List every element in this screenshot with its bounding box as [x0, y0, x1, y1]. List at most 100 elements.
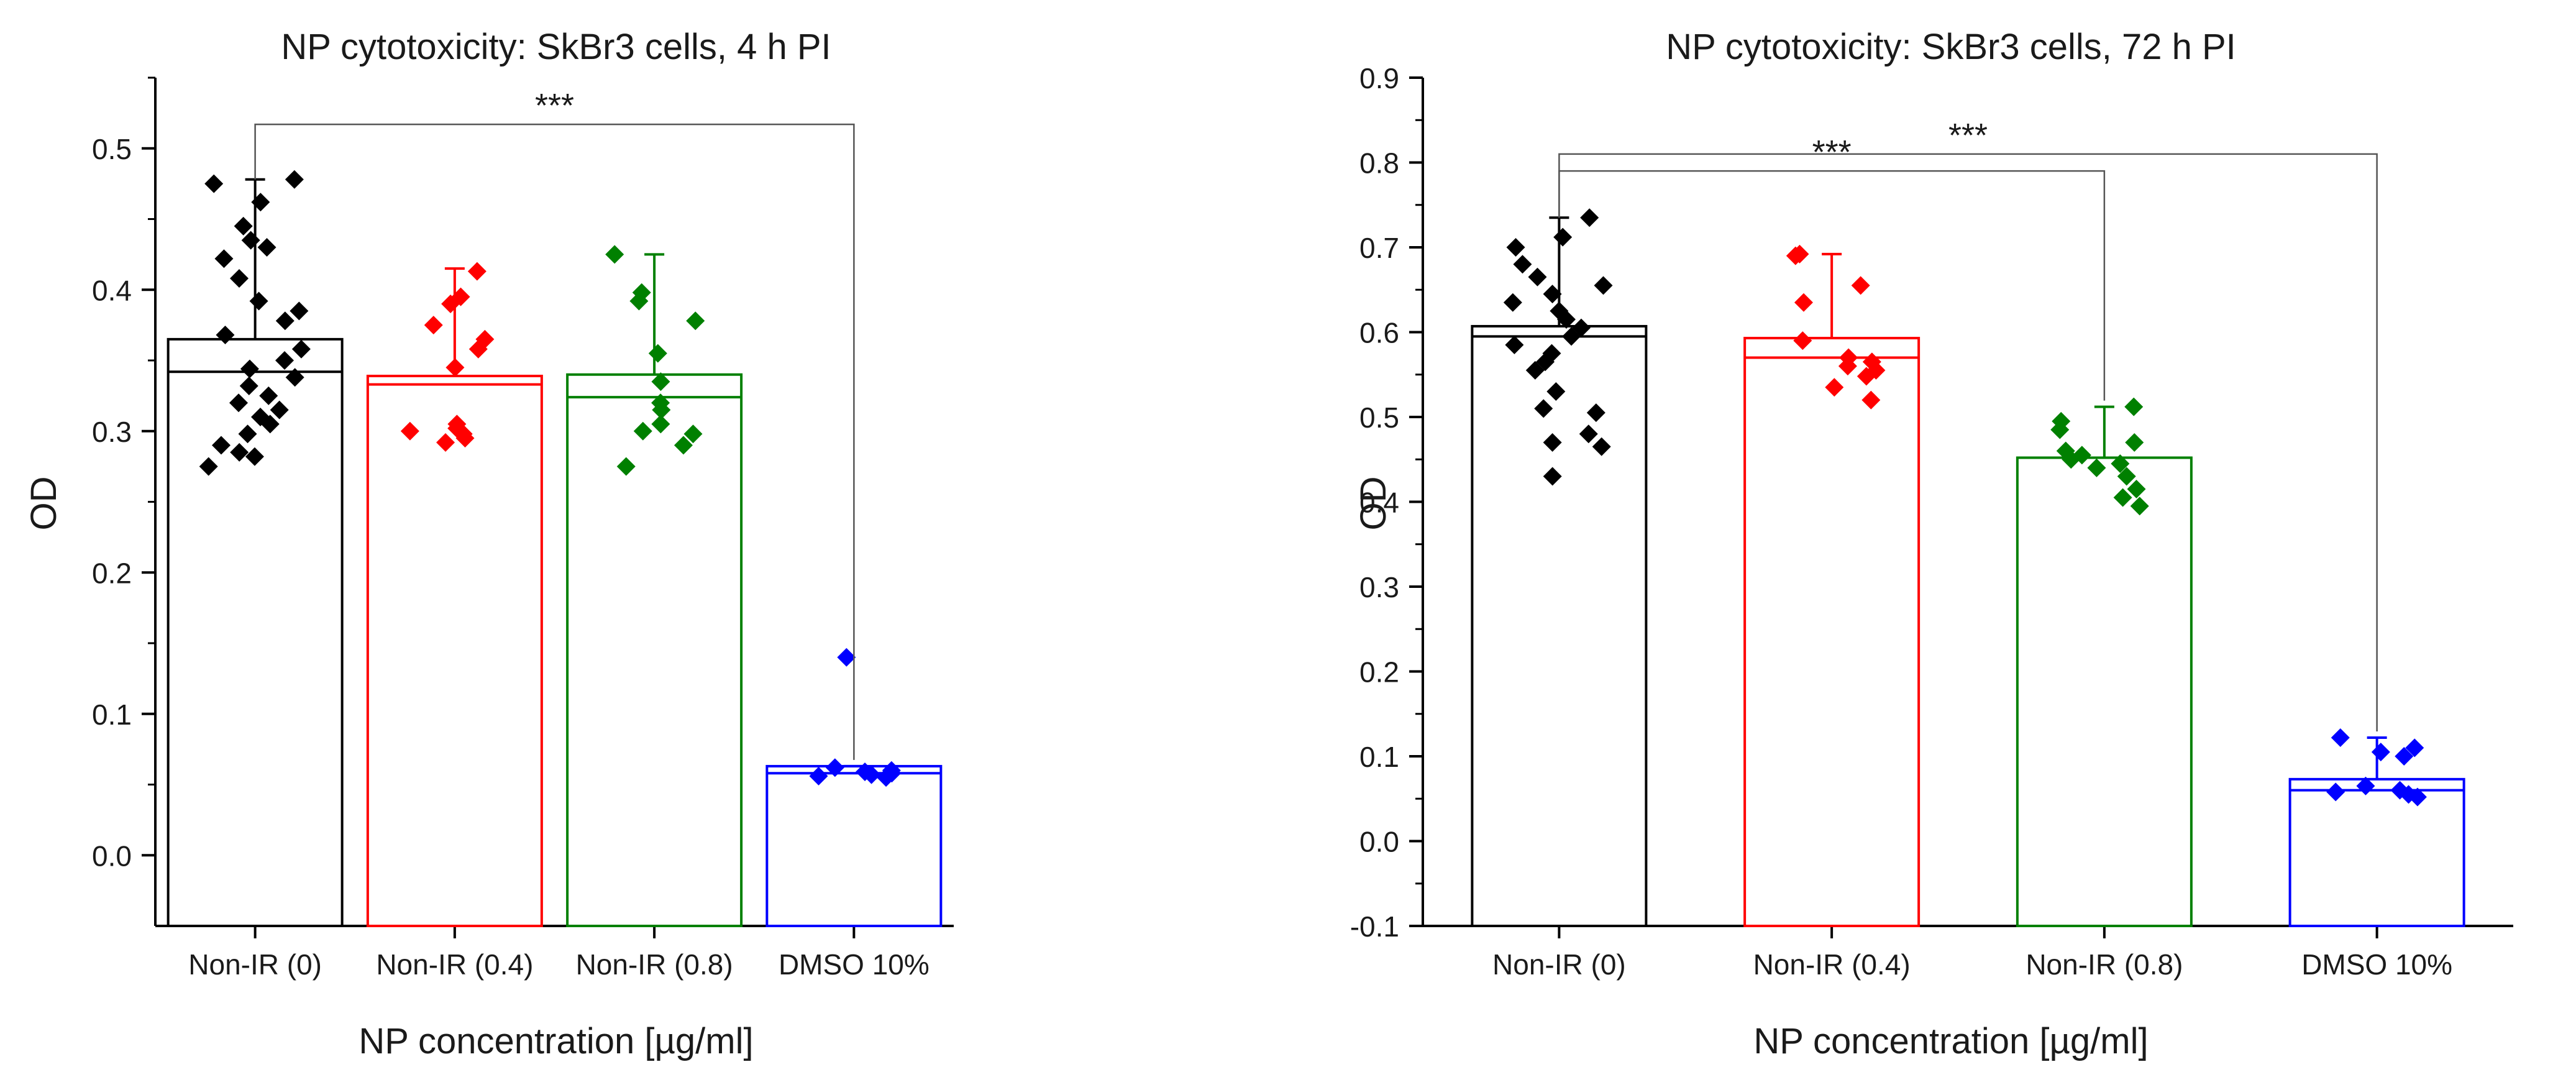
chart-panel-2: NP cytotoxicity: SkBr3 cells, 72 h PI -0.… [1350, 27, 2513, 1061]
data-point [229, 393, 249, 413]
y-tick-label: 0.1 [92, 698, 132, 731]
data-point [648, 344, 667, 363]
data-point [1786, 246, 1805, 265]
y-tick-label: 0.4 [1359, 487, 1399, 519]
y-tick-label: 0.0 [92, 840, 132, 872]
x-tick-label: DMSO 10% [2301, 948, 2452, 981]
data-point [1851, 276, 1870, 295]
data-point [241, 231, 260, 250]
data-point [455, 429, 475, 448]
data-point [211, 436, 231, 455]
data-point [445, 358, 465, 377]
y-tick-label: -0.1 [1350, 910, 1399, 943]
data-point [468, 339, 488, 359]
significance-bracket-2: *** [1558, 117, 2378, 731]
data-point [2124, 397, 2144, 416]
y-tick-label: 0.8 [1359, 147, 1399, 180]
y-tick-label: 0.5 [92, 133, 132, 165]
data-point [441, 295, 460, 313]
x-tick-label: Non-IR (0.4) [1753, 948, 1911, 981]
data-point [216, 326, 235, 345]
data-point [629, 291, 649, 311]
bar-4 [2288, 777, 2465, 927]
x-tick-label: Non-IR (0.8) [576, 948, 733, 981]
data-point [2405, 738, 2424, 758]
data-point [1525, 360, 1545, 380]
data-point [270, 400, 289, 419]
data-point [238, 424, 257, 444]
data-point [2408, 787, 2427, 807]
data-point [651, 414, 670, 434]
x-tick-label: DMSO 10% [779, 948, 929, 981]
data-point [1594, 276, 1613, 295]
data-point [240, 359, 259, 378]
y-tick-label: 0.4 [92, 274, 132, 306]
bar-1 [1471, 324, 1648, 927]
data-point [2326, 782, 2345, 802]
data-point [214, 249, 234, 268]
y-tick-label: 0.9 [1359, 62, 1399, 94]
data-point [2113, 488, 2132, 507]
data-point [2371, 743, 2390, 762]
data-point [1506, 238, 1525, 257]
data-point [1528, 267, 1547, 286]
data-point [2050, 420, 2070, 439]
bracket-line [1558, 153, 2378, 731]
data-point [2125, 433, 2144, 452]
y-tick-label: 0.6 [1359, 317, 1399, 349]
significance-label: *** [535, 87, 574, 124]
x-axis-label: NP concentration [µg/ml] [1753, 1021, 2148, 1061]
data-point [239, 376, 258, 395]
data-point [291, 339, 311, 359]
data-point [436, 433, 455, 452]
data-point [204, 174, 224, 193]
data-point [2111, 454, 2130, 474]
data-point [467, 262, 486, 281]
bar-1 [167, 337, 344, 927]
data-point [633, 421, 652, 441]
data-point [674, 436, 693, 455]
data-point [1579, 424, 1598, 444]
data-point [652, 400, 671, 419]
x-axis-label: NP concentration [µg/ml] [359, 1021, 753, 1061]
x-tick-label: Non-IR (0) [1492, 948, 1626, 981]
data-point [2117, 467, 2136, 486]
data-point [605, 245, 624, 264]
data-point [1793, 331, 1812, 350]
bar-2 [1743, 337, 1921, 927]
data-point [285, 368, 304, 387]
chart-panel-1: NP cytotoxicity: SkBr3 cells, 4 h PI 0.0 0… [24, 27, 954, 1061]
data-point [230, 442, 249, 462]
data-point [290, 301, 309, 321]
data-point [825, 758, 844, 777]
data-point [1586, 403, 1605, 423]
bar-2 [366, 375, 543, 927]
y-tick-label: 0.3 [1359, 571, 1399, 603]
x-tick-label: Non-IR (0.4) [376, 948, 533, 981]
data-point [259, 386, 278, 405]
y-tick-label: 0.5 [1359, 401, 1399, 434]
data-point [257, 238, 276, 257]
data-point [1861, 390, 1881, 410]
data-point [1546, 382, 1566, 401]
y-tick-label: 0.2 [1359, 656, 1399, 689]
data-point [837, 648, 856, 667]
y-tick-label: 0.3 [92, 416, 132, 448]
y-tick-label: 0.0 [1359, 826, 1399, 858]
data-point [2356, 776, 2375, 795]
data-point [1503, 293, 1522, 312]
data-point [1580, 208, 1599, 227]
data-point [1543, 433, 1562, 452]
data-point [809, 766, 828, 785]
data-point [877, 768, 896, 787]
x-tick-label: Non-IR (0.8) [2026, 948, 2183, 981]
data-point [199, 457, 218, 476]
data-point [616, 457, 636, 476]
data-point [275, 351, 295, 370]
data-point [2127, 480, 2146, 499]
data-point [1513, 255, 1532, 274]
y-tick-label: 0.1 [1359, 741, 1399, 773]
data-point [1838, 357, 1857, 376]
